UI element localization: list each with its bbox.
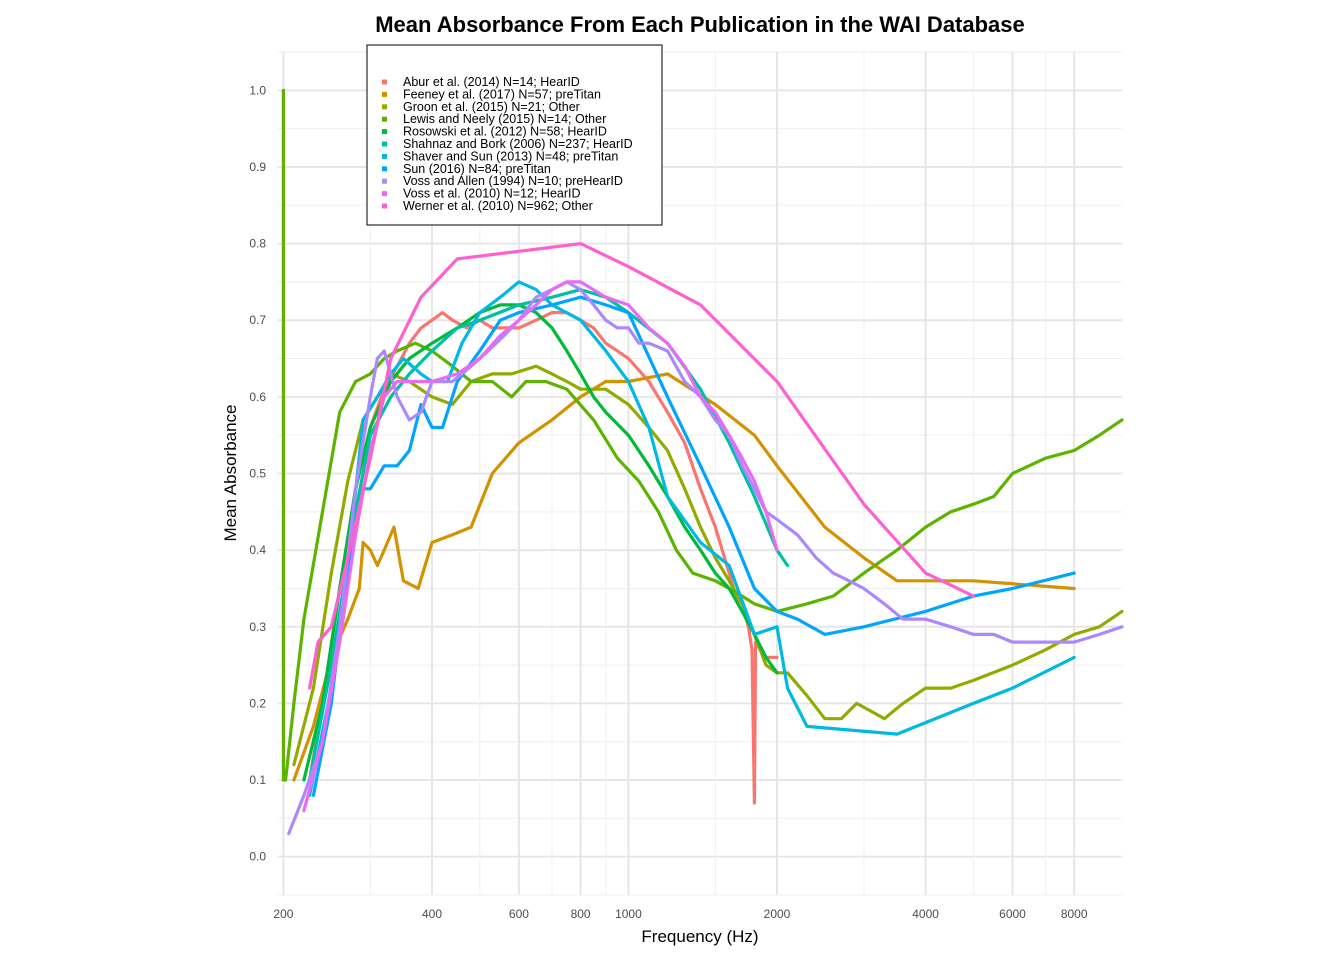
legend-label: Rosowski et al. (2012) N=58; HearID xyxy=(403,125,607,139)
series-line xyxy=(292,372,1076,782)
legend-label: Voss and Allen (1994) N=10; preHearID xyxy=(403,174,623,188)
series-line xyxy=(292,364,1124,767)
x-axis-tick-labels: 200 400 600 800 1000 2000 4000 6000 8000 xyxy=(273,907,1087,921)
y-tick-label: 0.9 xyxy=(249,160,266,174)
legend-key xyxy=(382,104,387,110)
x-tick-label: 8000 xyxy=(1061,907,1088,921)
legend-key xyxy=(382,79,387,85)
legend-key xyxy=(382,178,387,184)
legend-label: Sun (2016) N=84; preTitan xyxy=(403,162,551,176)
series-line xyxy=(308,242,975,690)
x-tick-label: 1000 xyxy=(615,907,642,921)
x-tick-label: 2000 xyxy=(764,907,791,921)
legend-key xyxy=(382,191,387,197)
x-tick-label: 800 xyxy=(571,907,591,921)
series-line xyxy=(311,295,1076,797)
y-tick-label: 0.4 xyxy=(249,543,266,557)
legend-key xyxy=(382,166,387,172)
legend-label: Abur et al. (2014) N=14; HearID xyxy=(403,75,580,89)
series-line xyxy=(308,288,790,782)
chart-title: Mean Absorbance From Each Publication in… xyxy=(375,12,1025,37)
y-tick-label: 1.0 xyxy=(249,83,266,97)
legend-label: Shaver and Sun (2013) N=48; preTitan xyxy=(403,149,618,163)
y-tick-label: 0.8 xyxy=(249,237,266,251)
x-tick-label: 6000 xyxy=(999,907,1026,921)
y-axis-tick-labels: 0.0 0.1 0.2 0.3 0.4 0.5 0.6 0.7 0.8 0.9 1.0 xyxy=(249,83,266,863)
series-line xyxy=(281,88,1124,782)
legend-label: Werner et al. (2010) N=962; Other xyxy=(403,199,593,213)
y-tick-label: 0.6 xyxy=(249,390,266,404)
series-lines xyxy=(281,88,1124,836)
y-tick-label: 0.3 xyxy=(249,620,266,634)
y-tick-label: 0.0 xyxy=(249,850,266,864)
y-tick-label: 0.1 xyxy=(249,773,266,787)
x-tick-label: 200 xyxy=(273,907,293,921)
x-tick-label: 600 xyxy=(509,907,529,921)
legend-key xyxy=(382,91,387,97)
legend-key xyxy=(382,203,387,209)
y-tick-label: 0.5 xyxy=(249,467,266,481)
legend-label: Groon et al. (2015) N=21; Other xyxy=(403,100,580,114)
x-tick-label: 4000 xyxy=(912,907,939,921)
legend-key xyxy=(382,153,387,159)
legend-label: Shahnaz and Bork (2006) N=237; HearID xyxy=(403,137,633,151)
legend-label: Feeney et al. (2017) N=57; preTitan xyxy=(403,87,601,101)
legend-key xyxy=(382,129,387,135)
y-tick-label: 0.2 xyxy=(249,696,266,710)
y-axis-title: Mean Absorbance xyxy=(221,404,240,541)
y-tick-label: 0.7 xyxy=(249,313,266,327)
x-axis-title: Frequency (Hz) xyxy=(641,927,758,946)
series-line xyxy=(287,280,1124,836)
legend-label: Voss et al. (2010) N=12; HearID xyxy=(403,187,581,201)
legend-label: Lewis and Neely (2015) N=14; Other xyxy=(403,112,606,126)
legend-key xyxy=(382,141,387,147)
legend-key xyxy=(382,116,387,122)
legend-box xyxy=(366,44,663,226)
x-tick-label: 400 xyxy=(422,907,442,921)
